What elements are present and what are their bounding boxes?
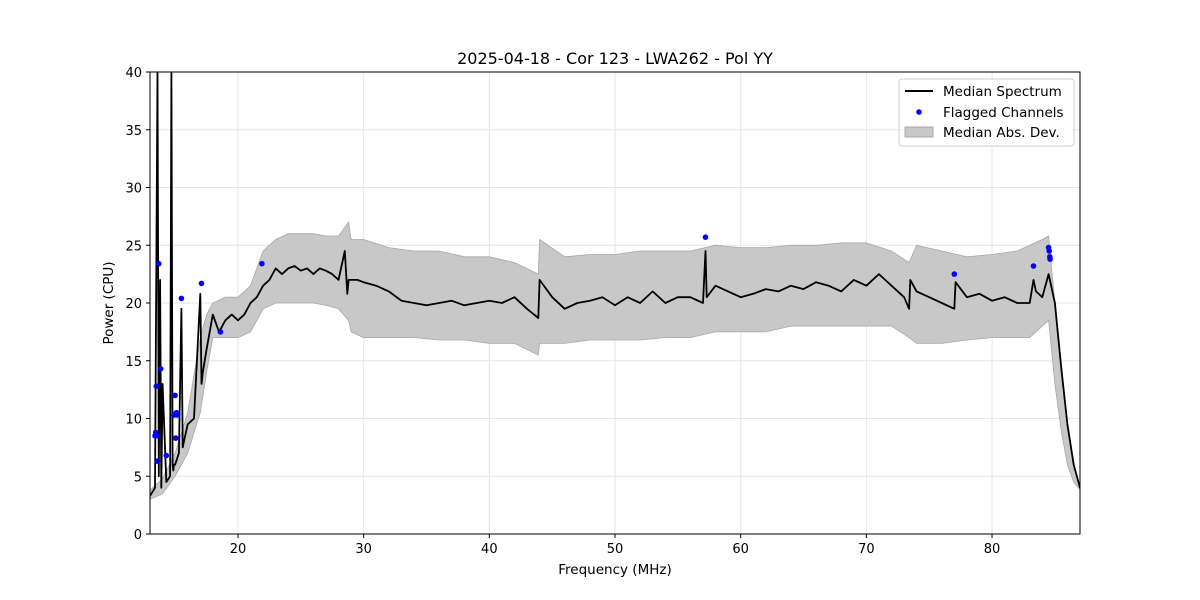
flagged-channel-point bbox=[163, 452, 170, 459]
legend-box bbox=[898, 78, 1075, 147]
flagged-channel-point bbox=[1047, 256, 1053, 262]
y-axis-label: Power (CPU) bbox=[101, 261, 117, 344]
x-tick-label: 60 bbox=[732, 542, 749, 557]
x-tick-label: 80 bbox=[984, 542, 1001, 557]
flagged-channel-point bbox=[156, 260, 162, 267]
flagged-channel-point bbox=[172, 392, 178, 399]
flagged-channel-point bbox=[1046, 248, 1052, 254]
legend-patch-swatch bbox=[904, 126, 934, 138]
flagged-channel-point bbox=[951, 271, 958, 277]
legend-entry-flagged: Flagged Channels bbox=[943, 105, 1064, 121]
flagged-channel-point bbox=[154, 433, 160, 439]
flagged-channel-point bbox=[702, 234, 709, 240]
y-tick-label: 10 bbox=[125, 413, 142, 428]
flagged-channel-point bbox=[157, 366, 164, 372]
y-tick-label: 25 bbox=[125, 239, 142, 254]
median-spectrum-line bbox=[150, 72, 1080, 497]
y-tick-label: 0 bbox=[134, 528, 142, 543]
y-tick-label: 40 bbox=[125, 66, 142, 81]
legend-entry-median: Median Spectrum bbox=[943, 84, 1062, 100]
flagged-channel-point bbox=[259, 260, 265, 267]
y-tick-label: 5 bbox=[134, 470, 142, 485]
legend-dot-swatch bbox=[916, 109, 922, 115]
x-tick-label: 30 bbox=[355, 542, 372, 557]
flagged-channel-point bbox=[154, 458, 161, 465]
flagged-channel-point bbox=[153, 383, 160, 390]
x-tick-label: 70 bbox=[858, 542, 875, 557]
y-tick-label: 35 bbox=[125, 124, 142, 139]
mad-band bbox=[150, 221, 1080, 500]
flagged-channel-point bbox=[174, 412, 180, 418]
legend-entry-mad: Median Abs. Dev. bbox=[943, 125, 1060, 141]
flagged-channel-point bbox=[1030, 263, 1037, 269]
x-tick-label: 20 bbox=[230, 542, 247, 557]
axis-ticks: 20 30 40 50 60 70 80 0 5 10 15 20 25 30 35 40 bbox=[125, 66, 1000, 557]
y-tick-label: 20 bbox=[125, 297, 142, 312]
x-tick-label: 50 bbox=[607, 542, 624, 557]
y-tick-label: 15 bbox=[125, 355, 142, 370]
flagged-channel-point bbox=[198, 280, 205, 287]
plot-area bbox=[150, 72, 1080, 500]
y-tick-label: 30 bbox=[125, 182, 142, 197]
flagged-channel-point bbox=[217, 329, 224, 335]
x-tick-label: 40 bbox=[481, 542, 498, 557]
legend: Median Spectrum Flagged Channels Median … bbox=[898, 78, 1075, 147]
flagged-channel-point bbox=[173, 435, 179, 441]
x-axis-label: Frequency (MHz) bbox=[558, 562, 671, 578]
flagged-channel-point bbox=[178, 295, 185, 302]
chart-title: 2025-04-18 - Cor 123 - LWA262 - Pol YY bbox=[457, 49, 773, 68]
